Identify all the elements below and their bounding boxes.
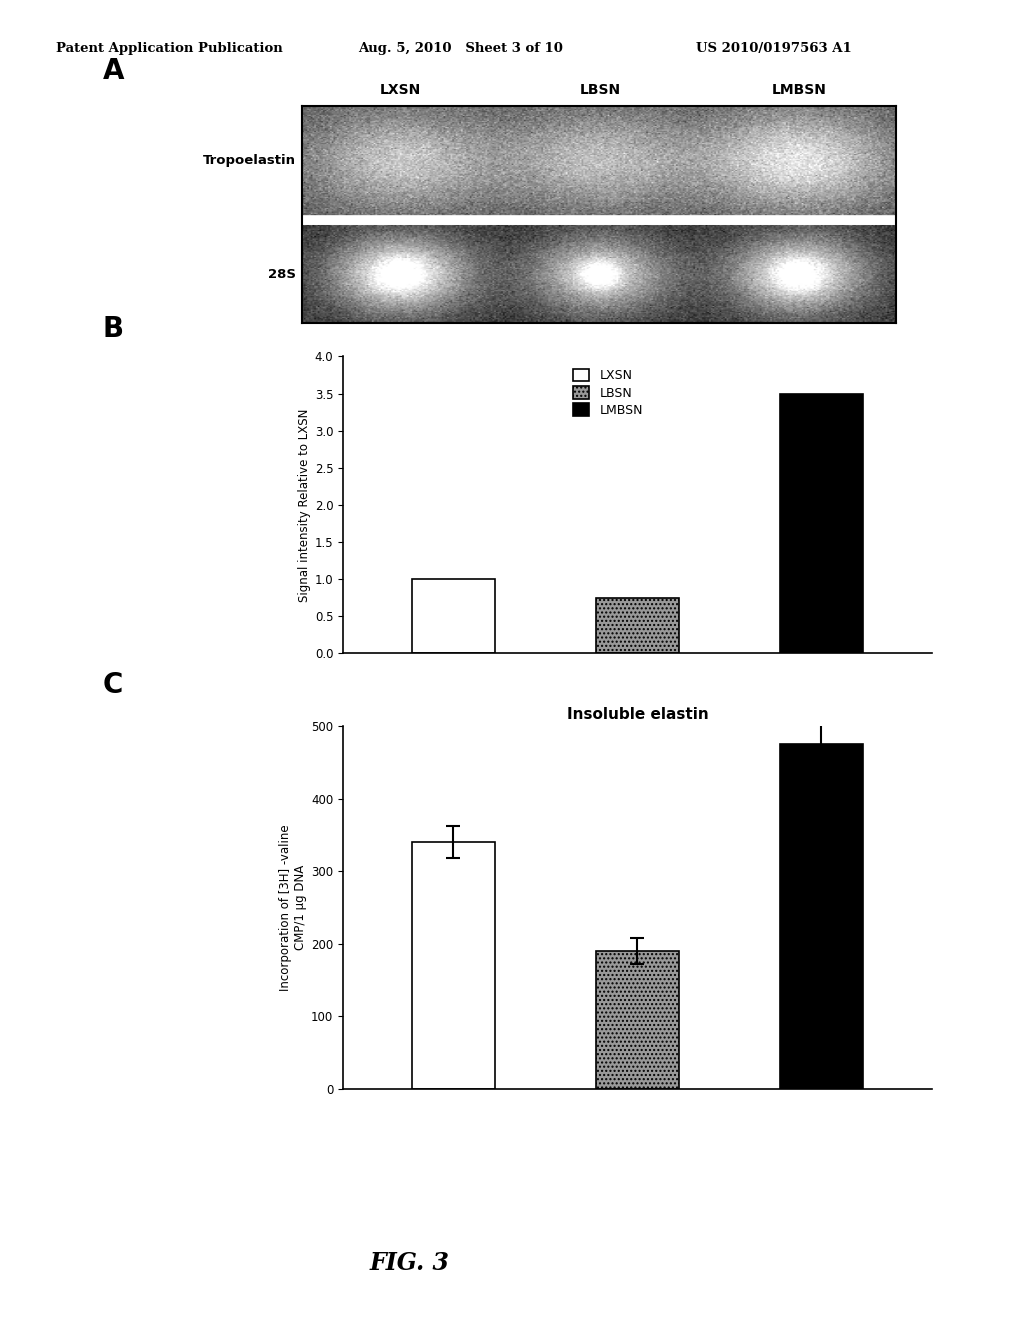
Text: 28S: 28S <box>268 268 296 281</box>
Text: Tropoelastin: Tropoelastin <box>203 154 296 168</box>
Text: FIG. 3: FIG. 3 <box>370 1251 450 1275</box>
Bar <box>780 744 863 1089</box>
Y-axis label: Incorporation of [3H] -valine
CMP/1 μg DNA: Incorporation of [3H] -valine CMP/1 μg D… <box>279 824 307 991</box>
Text: LXSN: LXSN <box>380 83 421 96</box>
Bar <box>596 598 679 653</box>
Text: LMBSN: LMBSN <box>772 83 827 96</box>
Text: C: C <box>102 671 123 700</box>
Text: A: A <box>102 57 124 86</box>
Text: B: B <box>102 314 124 343</box>
Text: LBSN: LBSN <box>580 83 621 96</box>
Text: Patent Application Publication: Patent Application Publication <box>56 42 283 55</box>
Text: Aug. 5, 2010   Sheet 3 of 10: Aug. 5, 2010 Sheet 3 of 10 <box>358 42 563 55</box>
Legend: LXSN, LBSN, LMBSN: LXSN, LBSN, LMBSN <box>573 368 643 417</box>
Bar <box>780 393 863 653</box>
Bar <box>412 842 495 1089</box>
Y-axis label: Signal intensity Relative to LXSN: Signal intensity Relative to LXSN <box>298 408 310 602</box>
Bar <box>412 579 495 653</box>
Text: US 2010/0197563 A1: US 2010/0197563 A1 <box>696 42 852 55</box>
Title: Insoluble elastin: Insoluble elastin <box>566 708 709 722</box>
Bar <box>596 950 679 1089</box>
